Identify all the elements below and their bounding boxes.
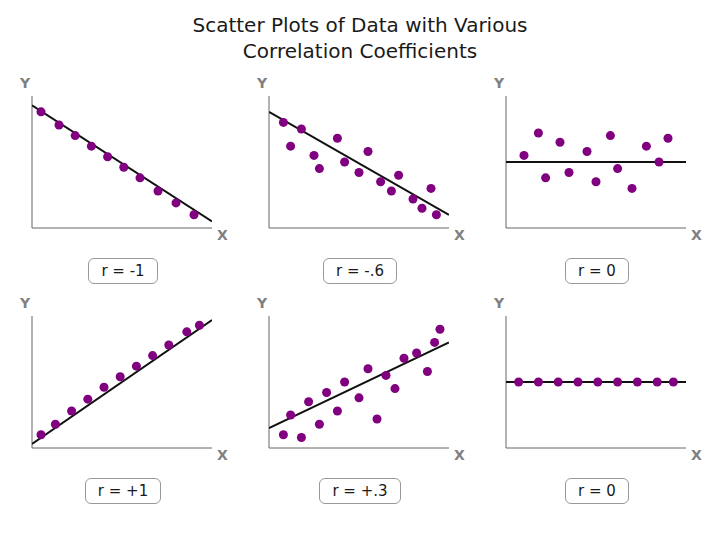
svg-text:Y: Y bbox=[493, 75, 505, 91]
svg-text:X: X bbox=[217, 227, 228, 243]
html-text:r = -.6: r = -.6 bbox=[336, 262, 384, 280]
svg-text:X: X bbox=[217, 447, 228, 463]
svg-text:X: X bbox=[454, 447, 465, 463]
svg-text:Y: Y bbox=[19, 295, 31, 311]
svg-text:Y: Y bbox=[256, 295, 268, 311]
html-text:r = -1: r = -1 bbox=[101, 262, 145, 280]
svg-text:Y: Y bbox=[19, 75, 31, 91]
html-text:r = 0: r = 0 bbox=[578, 262, 616, 280]
html-text:Correlation Coefficients: Correlation Coefficients bbox=[242, 39, 478, 63]
svg-text:X: X bbox=[691, 447, 702, 463]
html-text:r = +.3: r = +.3 bbox=[332, 482, 388, 500]
svg-text:X: X bbox=[454, 227, 465, 243]
html-text:r = +1: r = +1 bbox=[97, 482, 149, 500]
html-text:Scatter Plots of Data with Var: Scatter Plots of Data with Various bbox=[192, 13, 528, 37]
svg-text:Y: Y bbox=[493, 295, 505, 311]
svg-text:Y: Y bbox=[256, 75, 268, 91]
html-text:r = 0: r = 0 bbox=[578, 482, 616, 500]
svg-text:X: X bbox=[691, 227, 702, 243]
